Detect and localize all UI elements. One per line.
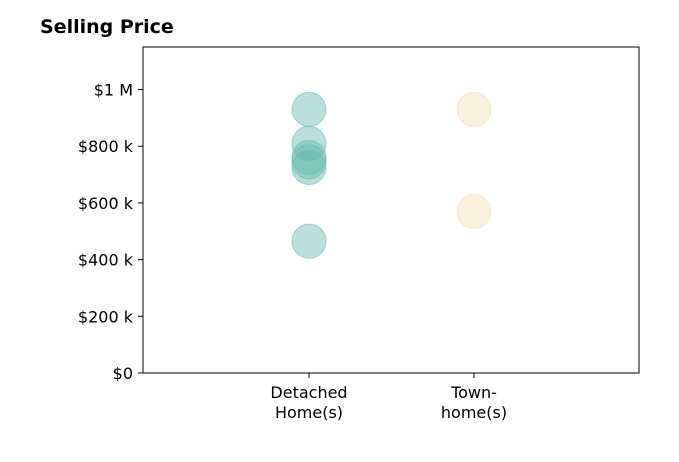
data-point — [456, 91, 492, 127]
data-point — [291, 125, 327, 161]
y-tick-label: $1 M — [94, 81, 133, 100]
data-point — [291, 144, 327, 180]
data-point — [291, 91, 327, 127]
y-axis: $0 $200 k $400 k $600 k $800 k $1 M — [78, 81, 143, 383]
y-tick-label: $800 k — [78, 137, 134, 156]
data-point — [456, 193, 492, 229]
data-point — [291, 223, 327, 259]
data-point — [291, 149, 327, 185]
y-tick-label: $0 — [113, 364, 133, 383]
x-axis: Detached Home(s) Town-home(s) — [270, 373, 507, 422]
x-tick-label: Town-home(s) — [441, 383, 507, 422]
plot-frame — [142, 46, 640, 374]
chart-title: Selling Price — [40, 16, 174, 38]
data-point — [291, 140, 327, 176]
y-tick-label: $200 k — [78, 307, 134, 326]
x-tick-label: Detached Home(s) — [270, 383, 347, 422]
data-points — [291, 91, 492, 259]
y-tick-label: $400 k — [78, 251, 134, 270]
y-tick-label: $600 k — [78, 194, 134, 213]
